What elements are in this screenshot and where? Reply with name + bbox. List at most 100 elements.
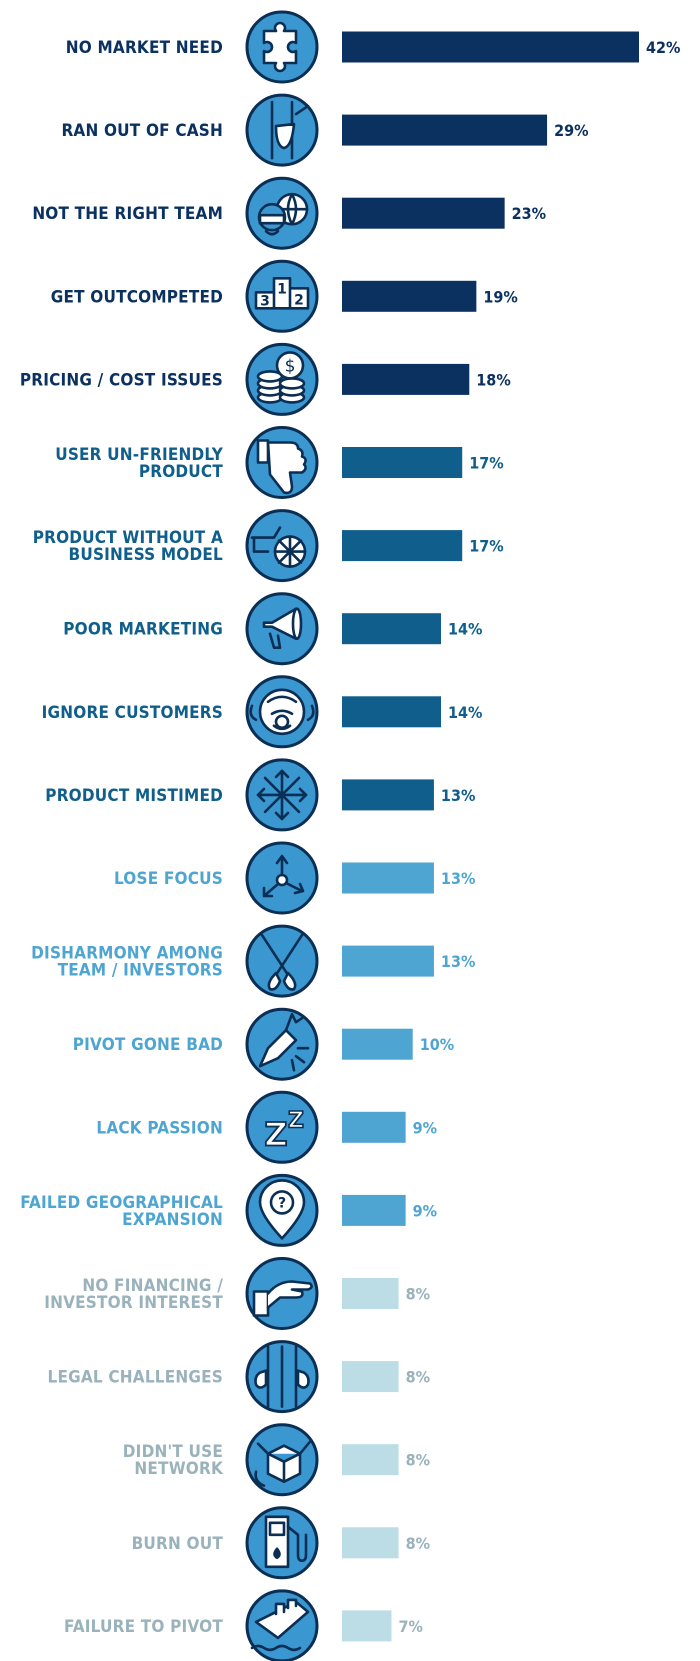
category-label: LACK PASSION xyxy=(96,1118,223,1138)
bar xyxy=(342,280,477,312)
value-label: 13% xyxy=(441,869,475,888)
value-label: 17% xyxy=(469,454,503,473)
value-label: 7% xyxy=(399,1617,423,1636)
category-label: GET OUTCOMPETED xyxy=(51,287,223,307)
bar xyxy=(342,197,505,229)
value-label: 17% xyxy=(469,537,503,556)
podium-icon: 13 2 xyxy=(245,259,319,333)
bar xyxy=(342,1111,406,1143)
bar xyxy=(342,1527,399,1559)
value-label: 8% xyxy=(406,1285,430,1304)
value-label: 10% xyxy=(420,1035,454,1054)
value-label: 23% xyxy=(512,204,546,223)
category-label: PRODUCT MISTIMED xyxy=(45,786,223,806)
category-label: NOT THE RIGHT TEAM xyxy=(32,204,223,224)
category-label: USER UN-FRIENDLY xyxy=(55,445,224,465)
cart-icon xyxy=(245,509,319,583)
value-label: 8% xyxy=(406,1451,430,1470)
open-hand-icon xyxy=(245,1257,319,1330)
map-pin-question-icon: ? xyxy=(245,1173,319,1247)
category-label: LOSE FOCUS xyxy=(114,869,223,889)
category-label: DISHARMONY AMONG xyxy=(31,944,223,964)
jail-bars-icon xyxy=(245,1340,319,1414)
bar-row: POOR MARKETING 14% xyxy=(63,592,482,666)
team-globe-icon xyxy=(245,176,319,250)
bar-row: FAILURE TO PIVOT 7% xyxy=(64,1589,423,1661)
category-label: PIVOT GONE BAD xyxy=(73,1035,223,1055)
bar-row: PIVOT GONE BAD 10% xyxy=(73,1007,454,1081)
bar xyxy=(342,613,441,645)
value-label: 8% xyxy=(406,1534,430,1553)
category-label: PRICING / COST ISSUES xyxy=(20,370,223,390)
bar-row: PRODUCT MISTIMED 13% xyxy=(45,758,475,832)
value-label: 9% xyxy=(413,1201,437,1220)
value-label: 9% xyxy=(413,1118,437,1137)
category-label: POOR MARKETING xyxy=(63,620,223,640)
value-label: 13% xyxy=(441,786,475,805)
svg-text:3: 3 xyxy=(260,293,270,309)
bar xyxy=(342,363,470,395)
category-label: FAILED GEOGRAPHICAL xyxy=(20,1193,223,1213)
thumbs-down-icon xyxy=(245,426,319,499)
fuel-pump-icon xyxy=(245,1506,319,1580)
svg-text:?: ? xyxy=(278,1195,286,1211)
category-label: NO FINANCING / xyxy=(82,1276,223,1296)
box-icon xyxy=(245,1423,319,1497)
category-label: LEGAL CHALLENGES xyxy=(48,1368,223,1388)
svg-text:2: 2 xyxy=(294,292,304,308)
bar xyxy=(342,447,463,478)
bar xyxy=(342,1610,392,1642)
bar xyxy=(342,114,548,146)
value-label: 29% xyxy=(554,121,588,140)
category-label: EXPANSION xyxy=(122,1210,223,1230)
category-label: IGNORE CUSTOMERS xyxy=(42,703,223,723)
crossed-oars-icon xyxy=(245,924,319,998)
category-label: BURN OUT xyxy=(132,1534,224,1554)
bar xyxy=(342,530,463,562)
bar-row: GET OUTCOMPETED 13 2 19% xyxy=(51,259,518,333)
svg-text:Z: Z xyxy=(264,1115,287,1153)
bar xyxy=(342,862,434,894)
category-label: PRODUCT WITHOUT A xyxy=(33,528,223,548)
bar-row: RAN OUT OF CASH 29% xyxy=(61,93,589,167)
bar-row: PRICING / COST ISSUES $18% xyxy=(20,342,511,416)
value-label: 13% xyxy=(441,952,475,971)
category-label: FAILURE TO PIVOT xyxy=(64,1617,223,1637)
megaphone-icon xyxy=(245,592,319,666)
bar-row: NO MARKET NEED 42% xyxy=(66,10,680,84)
empty-pocket-icon xyxy=(245,93,319,167)
bar xyxy=(342,1278,399,1309)
scatter-arrows-icon xyxy=(245,841,319,915)
category-label: PRODUCT xyxy=(139,462,224,482)
bar xyxy=(342,1028,413,1060)
value-label: 14% xyxy=(448,620,482,639)
broken-pencil-icon xyxy=(245,1007,319,1081)
bar xyxy=(342,779,434,811)
value-label: 42% xyxy=(646,38,680,57)
value-label: 18% xyxy=(476,370,510,389)
bar-row: IGNORE CUSTOMERS 14% xyxy=(42,675,482,749)
svg-text:$: $ xyxy=(285,356,296,376)
monkey-icon xyxy=(245,675,319,749)
bar-row: NOT THE RIGHT TEAM 23% xyxy=(32,176,546,250)
category-label: TEAM / INVESTORS xyxy=(58,961,223,981)
bar-row: LACK PASSION Z Z 9% xyxy=(96,1090,437,1164)
bar xyxy=(342,1444,399,1476)
bar-row: LEGAL CHALLENGES 8% xyxy=(48,1340,430,1414)
bar xyxy=(342,945,434,977)
category-label: NETWORK xyxy=(134,1459,224,1479)
category-label: RAN OUT OF CASH xyxy=(61,121,223,141)
bar-row: NO FINANCING /INVESTOR INTEREST 8% xyxy=(44,1257,430,1330)
value-label: 19% xyxy=(483,287,517,306)
category-label: NO MARKET NEED xyxy=(66,38,223,58)
bar xyxy=(342,31,639,63)
category-label: DIDN'T USE xyxy=(123,1442,223,1462)
category-label: INVESTOR INTEREST xyxy=(44,1293,223,1313)
sinking-ship-icon xyxy=(245,1589,319,1661)
coins-dollar-icon: $ xyxy=(245,342,319,416)
